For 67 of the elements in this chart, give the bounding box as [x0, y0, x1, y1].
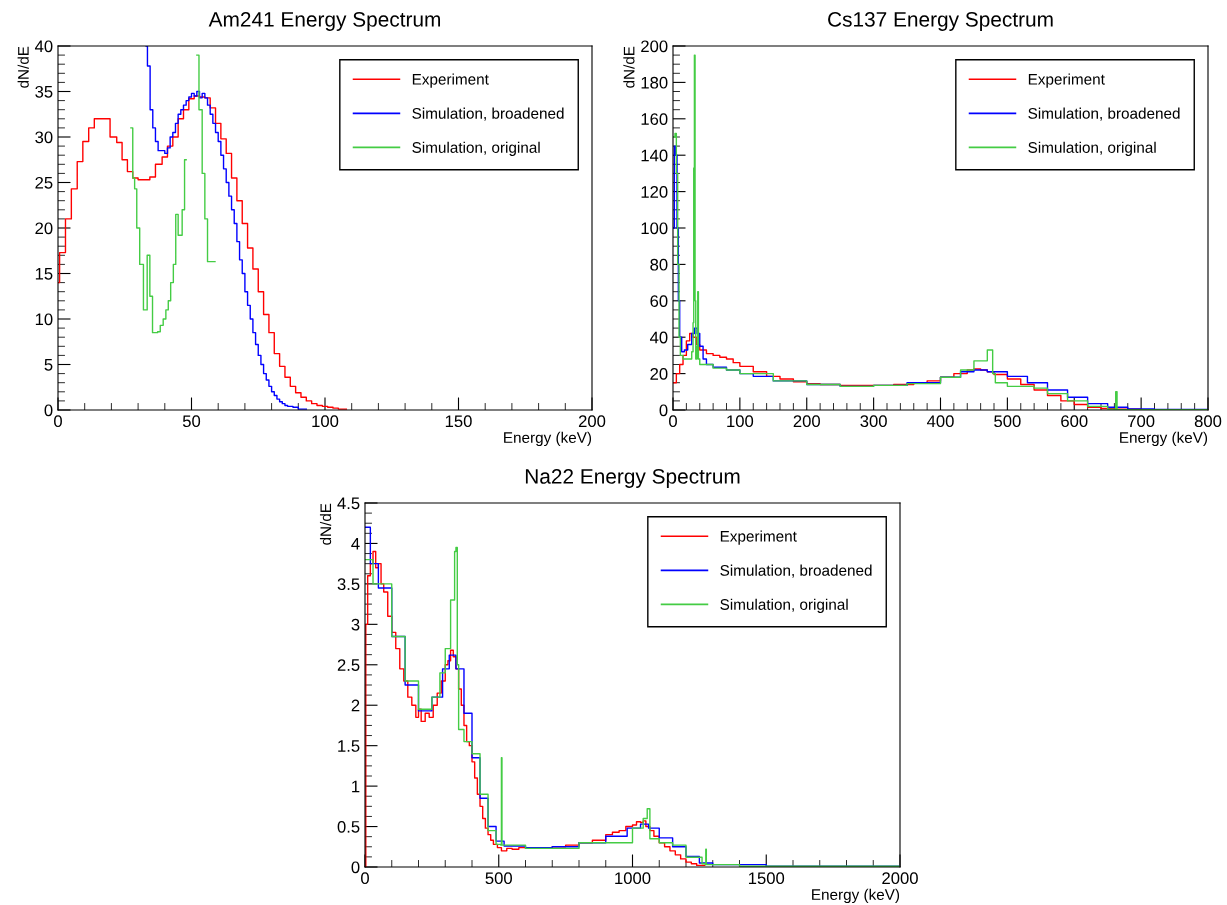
x-axis-title: Energy (keV): [812, 888, 900, 904]
y-tick-label: 40: [34, 40, 53, 53]
y-tick-label: 160: [641, 113, 668, 125]
y-tick-label: 20: [35, 222, 53, 235]
x-tick-label: 100: [727, 415, 754, 428]
x-tick-label: 0: [669, 415, 677, 428]
x-tick-label: 0: [54, 415, 62, 428]
y-tick-label: 0: [44, 404, 53, 417]
x-tick-label: 400: [926, 415, 954, 428]
x-tick-label: 1000: [615, 872, 651, 885]
y-tick-label: 15: [35, 268, 53, 280]
x-tick-label: 500: [994, 415, 1021, 428]
x-axis-title: Energy (keV): [1120, 431, 1208, 447]
y-tick-label: 1: [352, 780, 360, 793]
x-tick-label: 200: [793, 415, 820, 428]
x-tick-label: 100: [312, 415, 339, 428]
x-axis-title: Energy (keV): [504, 431, 592, 447]
x-tick-label: 1500: [748, 872, 785, 885]
y-axis-title: dN/dE: [623, 46, 635, 88]
y-axis-title: dN/dE: [17, 46, 29, 88]
y-tick-label: 3: [351, 618, 360, 631]
x-tick-label: 2000: [882, 872, 918, 885]
y-tick-label: 0: [351, 861, 360, 874]
y-tick-label: 35: [35, 85, 53, 98]
y-tick-label: 5: [44, 359, 53, 371]
y-tick-label: 2.5: [337, 659, 360, 671]
y-tick-label: 30: [35, 131, 53, 144]
chart-title: Am241 Energy Spectrum: [208, 12, 441, 31]
y-tick-label: 0.5: [337, 820, 360, 833]
y-tick-label: 0: [659, 404, 668, 417]
y-tick-label: 120: [641, 186, 668, 198]
y-tick-label: 2: [351, 699, 360, 712]
legend-label: Simulation, original: [412, 141, 540, 156]
y-tick-label: 10: [35, 313, 53, 326]
legend-label: Experiment: [720, 530, 797, 545]
legend-label: Simulation, original: [720, 598, 848, 613]
y-tick-label: 25: [35, 176, 53, 189]
y-tick-label: 100: [641, 222, 668, 235]
x-tick-label: 700: [1128, 415, 1155, 428]
legend-label: Simulation, original: [1028, 141, 1156, 156]
y-tick-label: 140: [641, 149, 668, 162]
x-tick-label: 200: [578, 415, 606, 428]
x-tick-label: 150: [445, 415, 472, 428]
legend-label: Experiment: [1028, 73, 1105, 88]
x-tick-label: 800: [1194, 415, 1222, 428]
legend-label: Simulation, broadened: [720, 564, 872, 578]
y-tick-label: 80: [650, 258, 668, 271]
y-tick-label: 180: [641, 76, 668, 89]
x-tick-label: 0: [361, 872, 369, 885]
x-tick-label: 600: [1061, 415, 1088, 428]
x-tick-label: 50: [182, 415, 201, 428]
y-tick-label: 20: [650, 368, 668, 380]
y-tick-label: 4.5: [337, 497, 360, 510]
chart-title: Na22 Energy Spectrum: [525, 469, 740, 488]
legend-label: Experiment: [412, 73, 489, 88]
y-tick-label: 40: [649, 331, 668, 344]
x-tick-label: 300: [860, 415, 887, 428]
x-tick-label: 500: [485, 872, 512, 885]
y-tick-label: 60: [650, 295, 668, 307]
y-axis-title: dN/dE: [319, 503, 332, 545]
y-tick-label: 200: [641, 40, 668, 53]
y-tick-label: 4: [351, 538, 360, 550]
y-tick-label: 1.5: [338, 740, 360, 752]
legend-label: Simulation, broadened: [412, 107, 564, 121]
y-tick-label: 3.5: [337, 578, 360, 591]
chart-title: Cs137 Energy Spectrum: [828, 12, 1053, 31]
legend-label: Simulation, broadened: [1028, 107, 1180, 121]
